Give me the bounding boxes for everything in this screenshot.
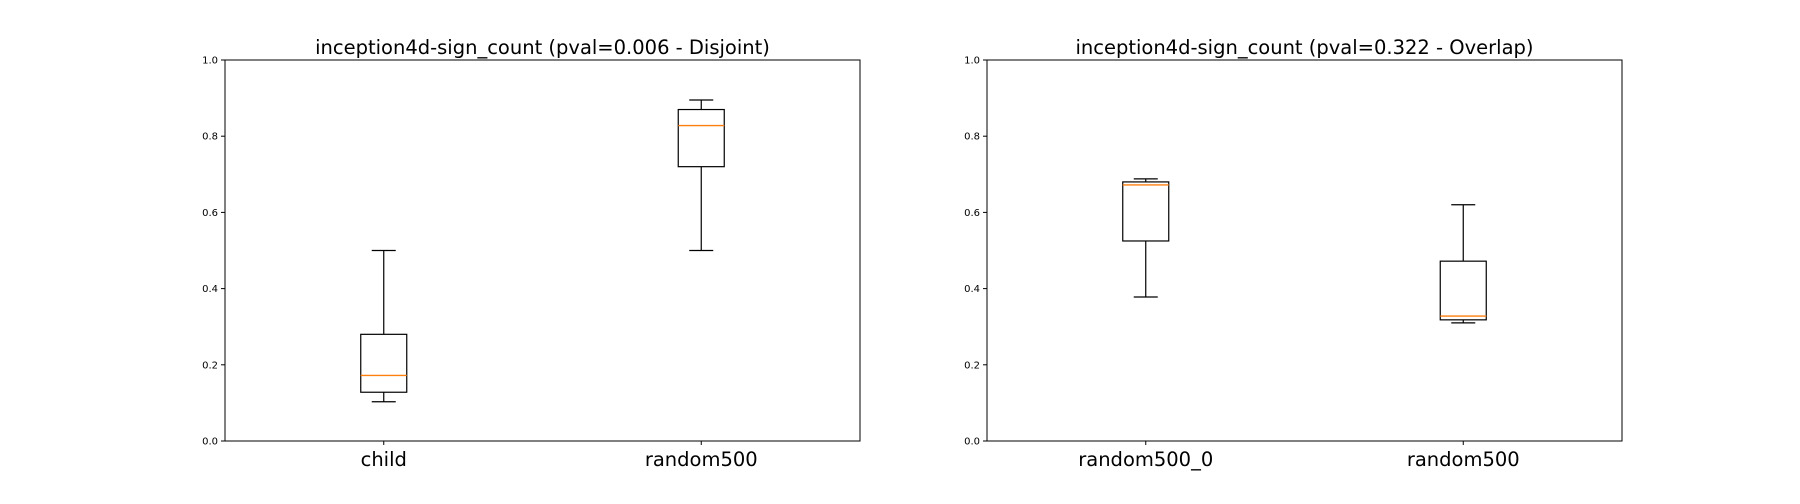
x-tick-label: random500	[1407, 448, 1520, 471]
box-1	[1439, 204, 1487, 324]
chart-left: inception4d-sign_count (pval=0.006 - Dis…	[202, 36, 861, 471]
y-tick-label: 0.0	[202, 437, 218, 448]
axes-frame	[224, 59, 861, 442]
y-tick-label: 0.8	[202, 132, 218, 143]
x-tick-label: random500_0	[1078, 448, 1213, 471]
y-tick-label: 0.2	[202, 360, 218, 371]
chart-right: inception4d-sign_count (pval=0.322 - Ove…	[964, 36, 1623, 471]
x-tick-label: child	[361, 448, 407, 471]
box-0	[360, 249, 408, 403]
y-tick-label: 0.0	[964, 437, 980, 448]
y-tick-label: 0.2	[964, 360, 980, 371]
y-tick-label: 0.4	[202, 284, 218, 295]
y-tick-label: 1.0	[964, 56, 980, 67]
axes-frame	[986, 59, 1623, 442]
chart-title: inception4d-sign_count (pval=0.322 - Ove…	[1075, 36, 1533, 59]
box-iqr	[1439, 260, 1487, 321]
y-tick-label: 0.4	[964, 284, 980, 295]
box-1	[677, 99, 725, 252]
box-iqr	[677, 108, 725, 168]
x-tick-label: random500	[645, 448, 758, 471]
chart-title: inception4d-sign_count (pval=0.006 - Dis…	[315, 36, 770, 59]
box-iqr	[360, 333, 408, 393]
box-iqr	[1122, 181, 1170, 242]
y-tick-label: 0.6	[964, 208, 980, 219]
box-0	[1122, 178, 1170, 298]
y-tick-label: 1.0	[202, 56, 218, 67]
y-tick-label: 0.6	[202, 208, 218, 219]
y-tick-label: 0.8	[964, 132, 980, 143]
